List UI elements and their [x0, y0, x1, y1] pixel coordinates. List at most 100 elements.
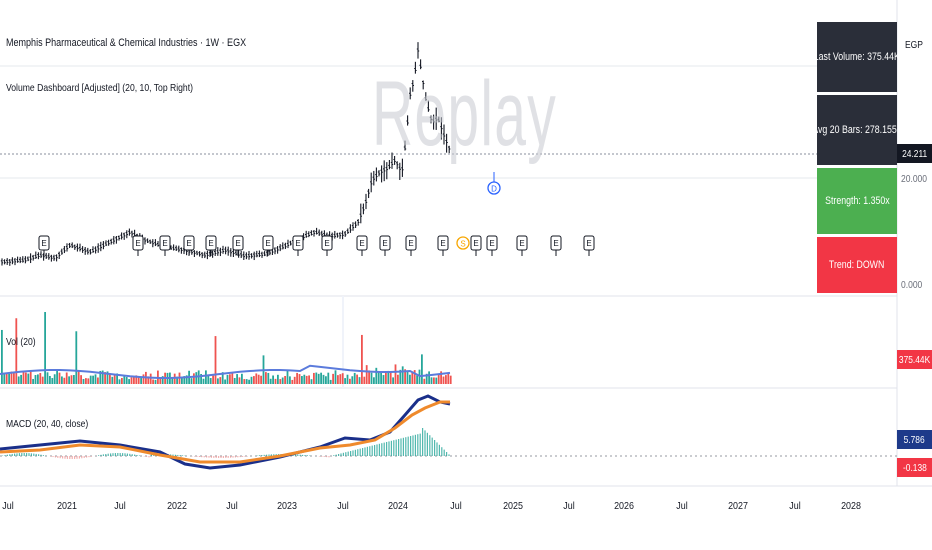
volume-bar [128, 379, 130, 384]
volume-bar [382, 375, 385, 384]
volume-bar [298, 374, 301, 384]
volume-bar [140, 378, 142, 384]
volume-bar [406, 371, 409, 384]
macd-hist-bar [59, 456, 61, 459]
volume-bar [377, 371, 380, 384]
macd-hist-bar [54, 456, 56, 458]
macd-hist-bar [69, 456, 71, 459]
macd-hist-bar [28, 453, 30, 456]
macd-hist-bar [359, 448, 361, 456]
volume-bar [92, 375, 94, 384]
volume-bar [394, 364, 397, 384]
volume-bar [87, 378, 90, 384]
volume-bar [13, 372, 15, 384]
macd-hist-bar [258, 455, 260, 456]
macd-hist-bar [338, 454, 340, 456]
macd-hist-bar [4, 455, 6, 456]
volume-bar [104, 372, 106, 384]
macd-hist-bar [11, 453, 13, 456]
macd-hist-bar [124, 453, 126, 456]
volume-bar [3, 374, 6, 384]
macd-hist-bar [441, 447, 443, 456]
earnings-marker-letter: E [265, 239, 270, 248]
time-axis-label: Jul [789, 500, 801, 512]
volume-bar [65, 372, 68, 384]
volume-bar [152, 379, 154, 384]
volume-bar [68, 376, 70, 384]
macd-hist-bar [90, 456, 92, 457]
macd-hist-bar [83, 456, 85, 458]
macd-hist-bar [57, 456, 59, 458]
volume-bar [51, 378, 54, 384]
earnings-marker-letter: E [519, 239, 524, 248]
macd-hist-bar [33, 453, 35, 456]
volume-bar [39, 373, 42, 384]
macd-hist-bar [26, 453, 28, 456]
volume-bar [291, 379, 294, 384]
volume-bar [425, 373, 428, 384]
volume-bar [279, 379, 282, 384]
currency-label[interactable]: EGP [905, 40, 923, 51]
volume-bar [80, 375, 82, 384]
volume-bar [399, 369, 402, 384]
volume-bar [241, 373, 243, 384]
volume-bar [315, 372, 318, 384]
macd-hist-bar [71, 456, 73, 459]
macd-hist-bar [443, 449, 445, 456]
volume-pane-label[interactable]: Vol (20) [6, 336, 36, 348]
volume-bar [217, 378, 219, 384]
volume-bar [334, 370, 337, 384]
volume-bar [370, 372, 373, 384]
time-axis-label: Jul [450, 500, 462, 512]
volume-bar [392, 377, 394, 384]
macd-hist-bar [105, 453, 107, 456]
earnings-marker-letter: E [324, 239, 329, 248]
macd-hist-bar [388, 441, 390, 456]
volume-bar [267, 372, 270, 384]
macd-hist-bar [398, 439, 400, 456]
volume-bar [176, 376, 178, 384]
volume-bar [106, 371, 109, 384]
macd-hist-bar [362, 448, 364, 456]
volume-bar [368, 370, 370, 384]
macd-hist-bar [326, 456, 328, 458]
symbol-title[interactable]: Memphis Pharmaceutical & Chemical Indust… [6, 37, 247, 49]
macd-pane-label[interactable]: MACD (20, 40, close) [6, 418, 89, 430]
volume-bar [286, 370, 289, 384]
macd-hist-bar [112, 453, 114, 456]
indicator-title[interactable]: Volume Dashboard [Adjusted] (20, 10, Top… [6, 82, 193, 94]
macd-hist-bar [6, 454, 8, 456]
macd-hist-bar [170, 454, 172, 456]
macd-hist-bar [244, 456, 246, 457]
volume-bar [205, 370, 207, 384]
volume-bar [250, 376, 253, 384]
split-marker [456, 236, 470, 250]
volume-bar [34, 375, 37, 384]
volume-bar [365, 365, 368, 384]
macd-hist-bar [78, 456, 80, 459]
volume-bar [361, 334, 363, 384]
macd-hist-bar [201, 456, 203, 458]
volume-bar [447, 372, 450, 384]
volume-bar [430, 377, 433, 384]
volume-bar [161, 376, 164, 384]
volume-bar [253, 376, 255, 384]
macd-hist-bar [86, 456, 88, 458]
macd-hist-bar [114, 453, 116, 456]
time-axis-label: 2023 [277, 500, 297, 512]
volume-bar [317, 373, 320, 384]
volume-bar [353, 372, 356, 384]
macd-hist-bar [417, 434, 419, 456]
volume-bar [193, 373, 195, 384]
volume-bar [99, 370, 102, 384]
macd-hist-bar [268, 454, 270, 456]
macd-hist-bar [38, 454, 40, 456]
volume-bar [349, 378, 351, 384]
volume-bar [135, 375, 138, 384]
volume-bar [202, 378, 205, 384]
macd-hist-bar [136, 455, 138, 456]
macd-hist-bar [76, 456, 78, 459]
macd-histogram [2, 428, 450, 459]
